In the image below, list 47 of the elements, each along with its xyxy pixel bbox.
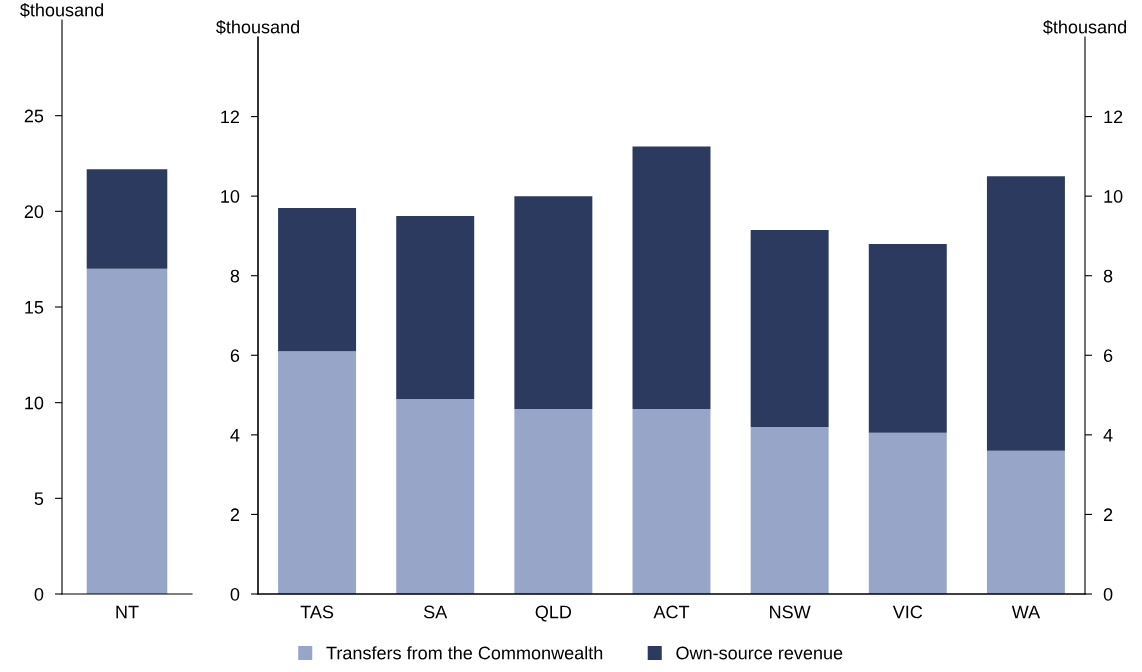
bar	[750, 229, 829, 427]
y-tick-label: 4	[230, 428, 240, 442]
x-tick-label: SA	[423, 605, 448, 619]
y-tick-label: 20	[24, 205, 44, 219]
y-tick-label: 2	[230, 508, 240, 521]
bar	[632, 146, 711, 409]
bar	[396, 399, 475, 594]
bar	[750, 426, 829, 594]
bar	[278, 208, 357, 352]
bar	[514, 409, 593, 594]
bar	[278, 351, 357, 594]
legend-label: Transfers from the Commonwealth	[326, 646, 603, 660]
y-axis-title: $thousand	[20, 2, 104, 18]
legend-label: Own-source revenue	[676, 646, 843, 660]
bar	[632, 409, 711, 594]
bar	[514, 196, 593, 409]
y2-tick-label: 6	[1103, 349, 1113, 363]
y-tick-label: 12	[221, 110, 240, 124]
y-tick-label: 5	[34, 492, 44, 506]
y2-tick-label: 10	[1104, 190, 1123, 203]
bar	[396, 216, 475, 400]
x-tick-label: TAS	[300, 605, 334, 619]
y-tick-label: 15	[25, 301, 44, 314]
x-tick-label: VIC	[892, 605, 923, 619]
y-tick-label: 10	[25, 396, 44, 410]
bar	[986, 176, 1065, 451]
y-tick-label: 10	[221, 190, 240, 203]
bar	[868, 243, 947, 433]
x-tick-label: QLD	[535, 605, 572, 622]
y-tick-label: 6	[230, 349, 240, 363]
y-tick-label: 0	[230, 587, 240, 601]
y-axis-title: $thousand	[216, 19, 300, 35]
y-tick-label: 0	[34, 587, 44, 601]
y2-tick-label: 12	[1104, 110, 1123, 124]
bar	[868, 432, 947, 594]
bar	[986, 450, 1065, 594]
y2-tick-label: 0	[1103, 587, 1113, 601]
y2-axis-title: $thousand	[1043, 19, 1127, 35]
x-tick-label: WA	[1011, 605, 1041, 619]
x-tick-label: NT	[116, 605, 139, 619]
y2-tick-label: 8	[1103, 269, 1113, 283]
x-tick-label: NSW	[770, 605, 811, 619]
y-tick-label: 8	[230, 269, 240, 283]
x-tick-label: ACT	[653, 605, 690, 619]
y2-tick-label: 2	[1103, 508, 1113, 521]
y2-tick-label: 4	[1103, 428, 1113, 442]
y-tick-label: 25	[24, 109, 44, 123]
